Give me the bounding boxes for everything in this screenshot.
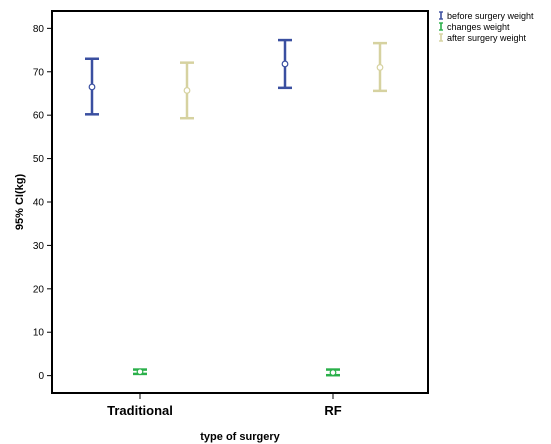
error-bar: [278, 38, 292, 90]
error-bar: [326, 368, 340, 377]
legend-errorbar-icon: [439, 11, 443, 20]
y-tick-label: 40: [33, 198, 45, 209]
legend-label: after surgery weight: [447, 33, 527, 43]
error-bars: [85, 38, 387, 377]
x-axis-title: type of surgery: [200, 431, 280, 443]
error-bar: [180, 61, 194, 120]
y-tick-label: 60: [33, 111, 45, 122]
x-axis: Traditional RF: [107, 393, 342, 418]
error-bar: [85, 57, 99, 116]
error-bar: [133, 368, 147, 376]
mean-point: [88, 83, 96, 91]
y-tick-label: 70: [33, 67, 45, 78]
legend-label: before surgery weight: [447, 11, 534, 21]
x-category-label: Traditional: [107, 403, 173, 418]
y-tick-label: 10: [33, 328, 45, 339]
y-axis-title: 95% CI(kg): [14, 174, 26, 231]
y-tick-label: 50: [33, 154, 45, 165]
mean-point: [183, 87, 191, 94]
mean-point: [376, 64, 384, 71]
legend-errorbar-icon: [439, 22, 443, 31]
y-tick-label: 0: [38, 371, 44, 382]
mean-point: [136, 368, 144, 376]
y-tick-label: 30: [33, 241, 45, 252]
legend-errorbar-icon: [439, 33, 443, 42]
y-axis: 0 10 20 30 40 50 60 70 80: [33, 24, 52, 382]
plot-frame: [51, 10, 429, 394]
mean-point: [281, 60, 289, 68]
error-bar: [373, 41, 387, 93]
y-tick-label: 20: [33, 284, 45, 295]
mean-point: [329, 369, 337, 376]
legend-label: changes weight: [447, 22, 510, 32]
x-category-label: RF: [324, 403, 341, 418]
y-tick-label: 80: [33, 24, 45, 35]
